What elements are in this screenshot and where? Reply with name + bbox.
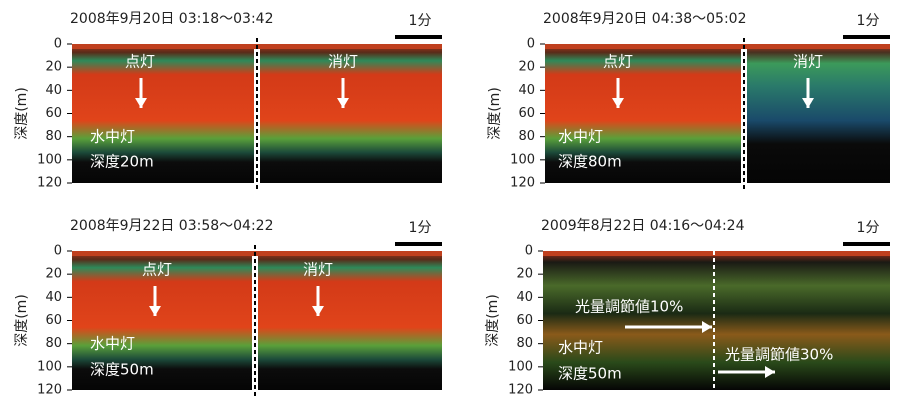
y-tick-label: 60 <box>518 106 535 121</box>
arrow-head <box>135 98 147 108</box>
y-tick-label: 0 <box>54 37 62 52</box>
y-tick-label: 80 <box>518 129 535 144</box>
annotation: 消灯 <box>793 53 823 71</box>
echogram-gap <box>711 251 717 390</box>
arrow-head <box>337 98 349 108</box>
annotation: 消灯 <box>303 261 333 279</box>
scale-label: 1分 <box>857 220 880 236</box>
arrow-head <box>149 306 161 316</box>
echogram-left <box>543 251 711 390</box>
y-tick-label: 80 <box>516 336 533 351</box>
y-tick-label: 100 <box>510 152 535 167</box>
annotation: 点灯 <box>603 53 633 71</box>
annotation: 深度20m <box>90 153 154 171</box>
surface-band <box>72 251 442 256</box>
annotation: 深度80m <box>558 153 622 171</box>
echogram-left <box>545 44 741 183</box>
y-tick-label: 40 <box>45 83 62 98</box>
scale-label: 1分 <box>857 13 880 29</box>
annotation: 水中灯 <box>558 339 603 357</box>
y-tick-label: 120 <box>37 383 62 398</box>
panel-title: 2008年9月22日 03:58〜04:22 <box>70 218 274 234</box>
y-tick-label: 80 <box>45 129 62 144</box>
y-tick-label: 20 <box>45 267 62 282</box>
y-tick-label: 100 <box>508 359 533 374</box>
annotation: 点灯 <box>142 261 172 279</box>
annotation: 水中灯 <box>90 335 135 353</box>
y-tick-label: 100 <box>37 152 62 167</box>
y-tick-label: 40 <box>516 290 533 305</box>
y-tick-label: 120 <box>37 176 62 191</box>
annotation: 光量調節値10% <box>575 298 683 316</box>
y-tick-label: 40 <box>518 83 535 98</box>
echogram-left <box>72 44 254 183</box>
y-tick-label: 0 <box>54 244 62 259</box>
annotation: 点灯 <box>125 53 155 71</box>
y-tick-label: 120 <box>508 383 533 398</box>
y-axis-label: 深度(m) <box>487 87 503 140</box>
y-tick-label: 60 <box>45 106 62 121</box>
scale-label: 1分 <box>409 220 432 236</box>
y-tick-label: 20 <box>518 60 535 75</box>
y-tick-label: 20 <box>516 267 533 282</box>
annotation: 深度50m <box>90 361 154 379</box>
annotation: 水中灯 <box>558 128 603 146</box>
y-tick-label: 20 <box>45 60 62 75</box>
echogram-right <box>747 44 890 183</box>
scale-label: 1分 <box>409 13 432 29</box>
y-tick-label: 0 <box>525 244 533 259</box>
echogram-right <box>717 251 890 390</box>
y-tick-label: 120 <box>510 176 535 191</box>
y-axis-label: 深度(m) <box>14 294 30 347</box>
echogram-right <box>260 44 442 183</box>
arrow-head <box>765 366 775 378</box>
panel-title: 2009年8月22日 04:16〜04:24 <box>541 218 745 234</box>
echogram-right <box>258 251 442 390</box>
y-tick-label: 60 <box>45 313 62 328</box>
surface-band <box>543 251 890 256</box>
panel-title: 2008年9月20日 03:18〜03:42 <box>70 11 274 27</box>
y-tick-label: 40 <box>45 290 62 305</box>
annotation: 深度50m <box>558 365 622 383</box>
y-axis-label: 深度(m) <box>14 87 30 140</box>
annotation: 光量調節値30% <box>725 346 833 364</box>
y-axis-label: 深度(m) <box>485 294 501 347</box>
y-tick-label: 60 <box>516 313 533 328</box>
y-tick-label: 100 <box>37 359 62 374</box>
y-tick-label: 0 <box>527 37 535 52</box>
y-tick-label: 80 <box>45 336 62 351</box>
arrow-head <box>312 306 324 316</box>
arrow-head <box>802 98 814 108</box>
annotation: 消灯 <box>328 53 358 71</box>
arrow-head <box>612 98 624 108</box>
annotation: 水中灯 <box>90 128 135 146</box>
arrow-head <box>702 321 712 333</box>
echogram-left <box>72 251 252 390</box>
surface-band <box>545 44 890 49</box>
panel-title: 2008年9月20日 04:38〜05:02 <box>543 11 747 27</box>
